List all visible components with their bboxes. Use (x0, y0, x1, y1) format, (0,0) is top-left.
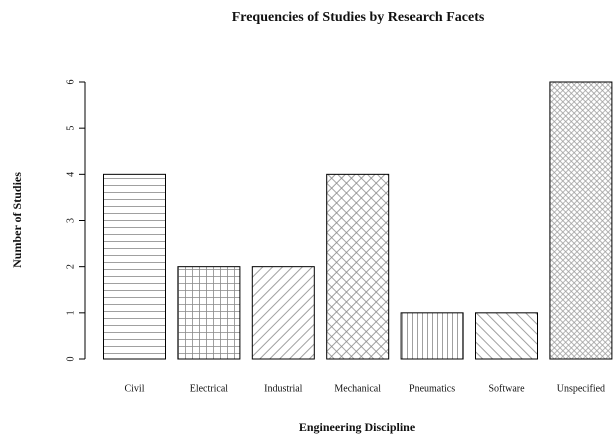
x-tick-label: Electrical (190, 383, 229, 394)
y-tick-label: 1 (65, 310, 76, 315)
x-tick-label: Mechanical (334, 383, 381, 394)
y-axis-label: Number of Studies (10, 172, 24, 268)
x-axis-label: Engineering Discipline (299, 420, 416, 434)
bar (475, 312, 538, 360)
bar (177, 266, 241, 360)
bar (251, 266, 315, 360)
bar (549, 81, 613, 360)
y-tick-label: 3 (65, 218, 76, 223)
y-tick-label: 0 (65, 357, 76, 362)
x-tick-label: Pneumatics (409, 383, 455, 394)
bar (400, 312, 464, 360)
chart-title: Frequencies of Studies by Research Facet… (232, 10, 485, 25)
y-tick-label: 5 (65, 126, 76, 131)
y-tick-label: 2 (65, 264, 76, 269)
bar (103, 173, 166, 360)
bar (326, 173, 390, 360)
y-tick-label: 4 (65, 172, 76, 177)
x-tick-label: Industrial (264, 383, 303, 394)
x-tick-label: Civil (124, 383, 144, 394)
x-tick-label: Unspecified (557, 383, 605, 394)
y-tick-label: 6 (65, 80, 76, 85)
x-tick-label: Software (488, 383, 525, 394)
